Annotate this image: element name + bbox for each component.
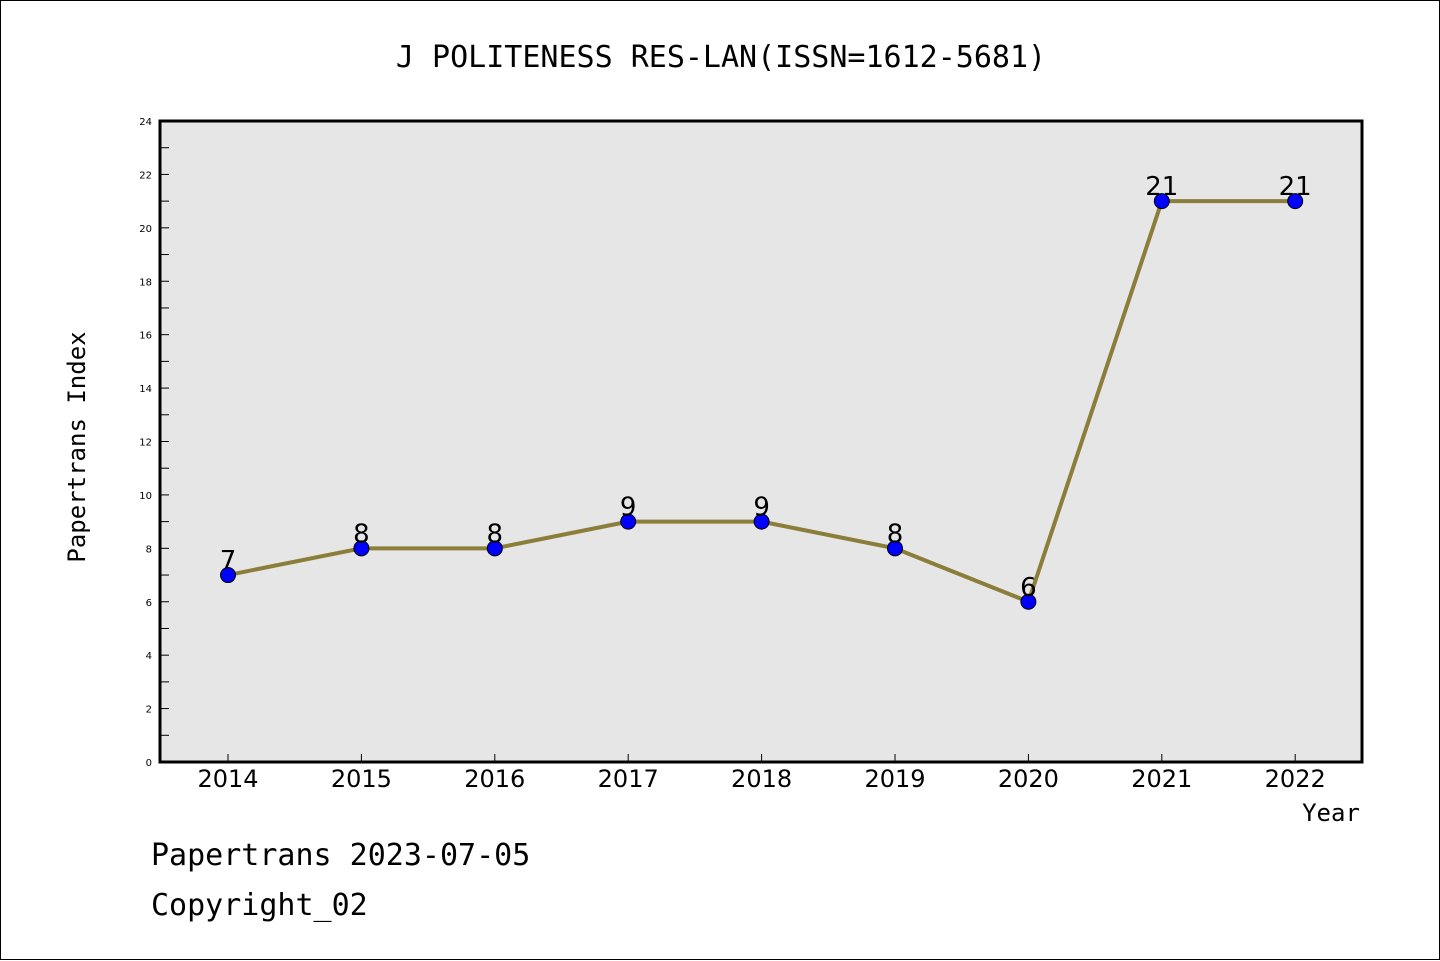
data-point: [486, 540, 503, 557]
data-labels: 7 8 8 9 9 8 6 21 21: [220, 172, 1312, 603]
data-label: 8: [353, 519, 370, 549]
x-tick-label: 2019: [864, 765, 925, 793]
x-tick-label: 2022: [1265, 765, 1326, 793]
footer-date: Papertrans 2023-07-05: [151, 838, 530, 873]
data-point: [353, 540, 370, 557]
data-label: 7: [220, 546, 237, 576]
data-label: 8: [887, 519, 904, 549]
y-tick-label: 0: [146, 758, 152, 769]
data-point: [753, 513, 770, 530]
data-point: [220, 567, 236, 584]
data-label: 6: [1020, 573, 1037, 603]
x-tick-label: 2021: [1131, 765, 1192, 793]
x-tick-label: 2016: [464, 765, 525, 793]
data-label: 8: [487, 519, 504, 549]
y-tick-label: 4: [146, 651, 152, 662]
y-tick-label: 22: [139, 170, 152, 181]
x-axis-label: Year: [1302, 799, 1360, 827]
y-tick-label: 10: [139, 491, 152, 502]
y-tick-label: 24: [139, 117, 152, 128]
y-tick-label: 18: [139, 277, 152, 288]
y-tick-label: 12: [139, 438, 152, 449]
x-tick-label: 2014: [197, 765, 258, 793]
data-point: [887, 540, 903, 557]
y-tick-label: 8: [146, 544, 152, 555]
data-label: 21: [1145, 172, 1178, 202]
x-tick-label: 2018: [731, 765, 792, 793]
y-tick-label: 2: [146, 705, 152, 716]
x-tick-label: 2020: [998, 765, 1059, 793]
footer-copyright: Copyright_02: [151, 888, 368, 923]
x-tick-label: 2015: [331, 765, 392, 793]
data-point: [1287, 193, 1304, 210]
data-point: [1153, 193, 1170, 210]
chart-title: J POLITENESS RES-LAN(ISSN=1612-5681): [396, 40, 1046, 75]
x-tick-label: 2017: [598, 765, 659, 793]
data-point: [620, 513, 637, 530]
y-tick-label: 16: [139, 331, 152, 342]
data-point: [1020, 593, 1037, 610]
y-tick-label: 14: [139, 384, 152, 395]
x-axis-ticks: 2014 2015 2016 2017 2018 2019 2020 2021 2022: [197, 754, 1326, 793]
data-label: 9: [620, 493, 637, 523]
data-label: 9: [753, 493, 770, 523]
y-axis-label: Papertrans Index: [63, 331, 91, 562]
plot-area: [160, 121, 1362, 762]
data-points: [220, 193, 1304, 610]
data-label: 21: [1279, 172, 1312, 202]
y-tick-label: 6: [146, 598, 152, 609]
y-tick-label: 20: [139, 224, 152, 235]
plot-border: [158, 119, 1364, 764]
